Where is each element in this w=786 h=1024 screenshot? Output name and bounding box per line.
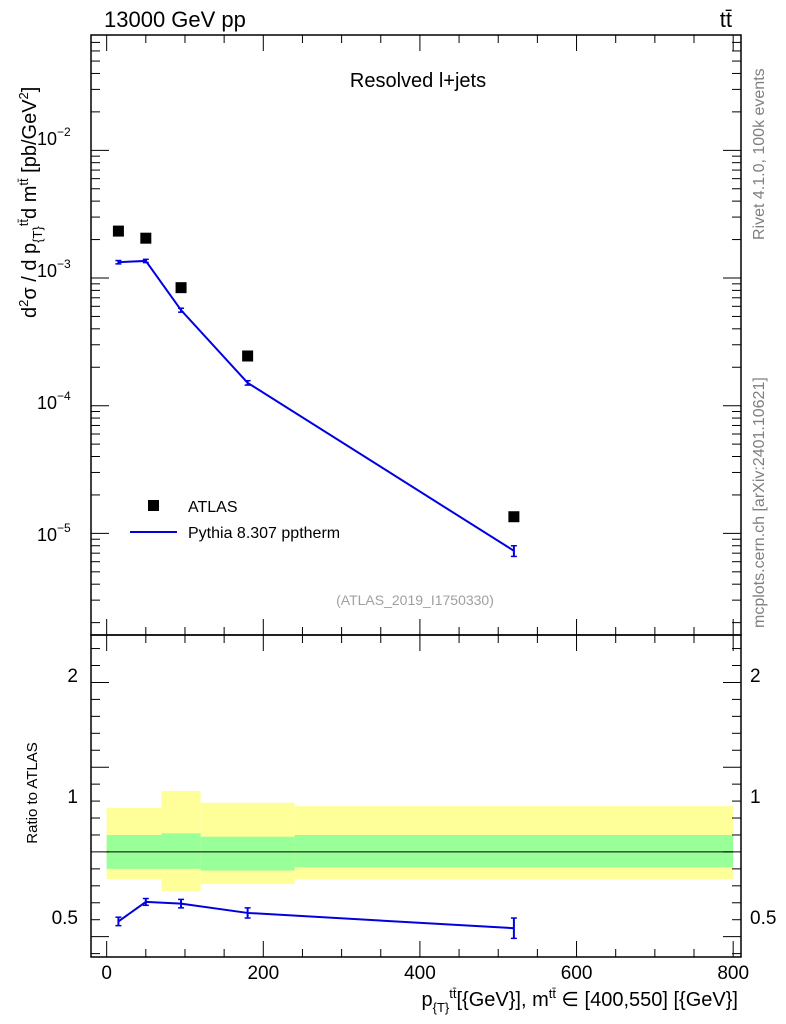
x-tick-label: 200 xyxy=(247,963,279,984)
ratio-tick-label-right: 1 xyxy=(750,787,761,808)
x-axis-label: p{T}tt̄[{GeV}], mtt̄ ∈ [400,550] [{GeV}] xyxy=(422,986,738,1015)
legend-atlas-label: ATLAS xyxy=(188,499,238,516)
legend-atlas-marker xyxy=(148,500,159,511)
process-label: tt̄ xyxy=(720,7,732,32)
inner-band xyxy=(161,833,201,869)
ratio-y-axis-label: Ratio to ATLAS xyxy=(24,742,41,843)
mcplots-label: mcplots.cern.ch [arXiv:2401.10621] xyxy=(751,377,768,628)
rivet-label: Rivet 4.1.0, 100k events xyxy=(751,68,768,240)
y-tick-labels-main: 10−5 10−4 10−3 10−2 xyxy=(37,125,71,545)
ratio-tick-label-right: 0.5 xyxy=(750,908,776,929)
legend-mc-label: Pythia 8.307 pptherm xyxy=(188,525,340,542)
mc-series-main xyxy=(115,258,517,558)
y-tick-labels-ratio: 0.5 1 2 0.5 1 2 xyxy=(52,666,777,929)
chart-title: Resolved l+jets xyxy=(350,70,486,92)
x-tick-label: 800 xyxy=(717,963,749,984)
x-tick-label: 600 xyxy=(561,963,593,984)
main-panel-frame xyxy=(90,34,742,636)
ratio-tick-label-left: 0.5 xyxy=(52,908,78,929)
atlas-data-point xyxy=(112,225,124,237)
atlas-data-point xyxy=(508,511,520,523)
analysis-id: (ATLAS_2019_I1750330) xyxy=(336,592,494,608)
energy-label: 13000 GeV pp xyxy=(104,7,246,32)
y-tick-label: 10−5 xyxy=(37,521,71,545)
x-tick-label: 0 xyxy=(101,963,112,984)
mc-line xyxy=(118,259,515,552)
ratio-tick-label-right: 2 xyxy=(750,666,761,687)
ratio-panel-frame xyxy=(90,634,742,958)
ratio-tick-label-left: 2 xyxy=(67,666,78,687)
y-axis-label: d2σ / d p{T}tt̄d mtt̄ [pb/GeV2] xyxy=(16,87,45,318)
legend: ATLAS Pythia 8.307 pptherm xyxy=(130,499,340,542)
x-tick-labels: 0 200 400 600 800 xyxy=(101,963,749,984)
y-tick-label: 10−2 xyxy=(37,125,71,149)
atlas-data-point xyxy=(242,350,254,362)
atlas-data-point xyxy=(140,232,152,244)
mc-series-ratio xyxy=(115,897,517,940)
inner-band xyxy=(200,836,295,871)
y-tick-label: 10−4 xyxy=(37,389,71,413)
y-tick-label: 10−3 xyxy=(37,257,71,281)
axis-ticks xyxy=(91,34,741,957)
atlas-data-point xyxy=(175,282,187,294)
uncertainty-bands xyxy=(106,790,734,891)
x-tick-label: 400 xyxy=(404,963,436,984)
atlas-series-main xyxy=(112,225,520,523)
ratio-tick-label-left: 1 xyxy=(67,787,78,808)
ratio-line xyxy=(117,900,514,930)
inner-band xyxy=(294,834,734,868)
